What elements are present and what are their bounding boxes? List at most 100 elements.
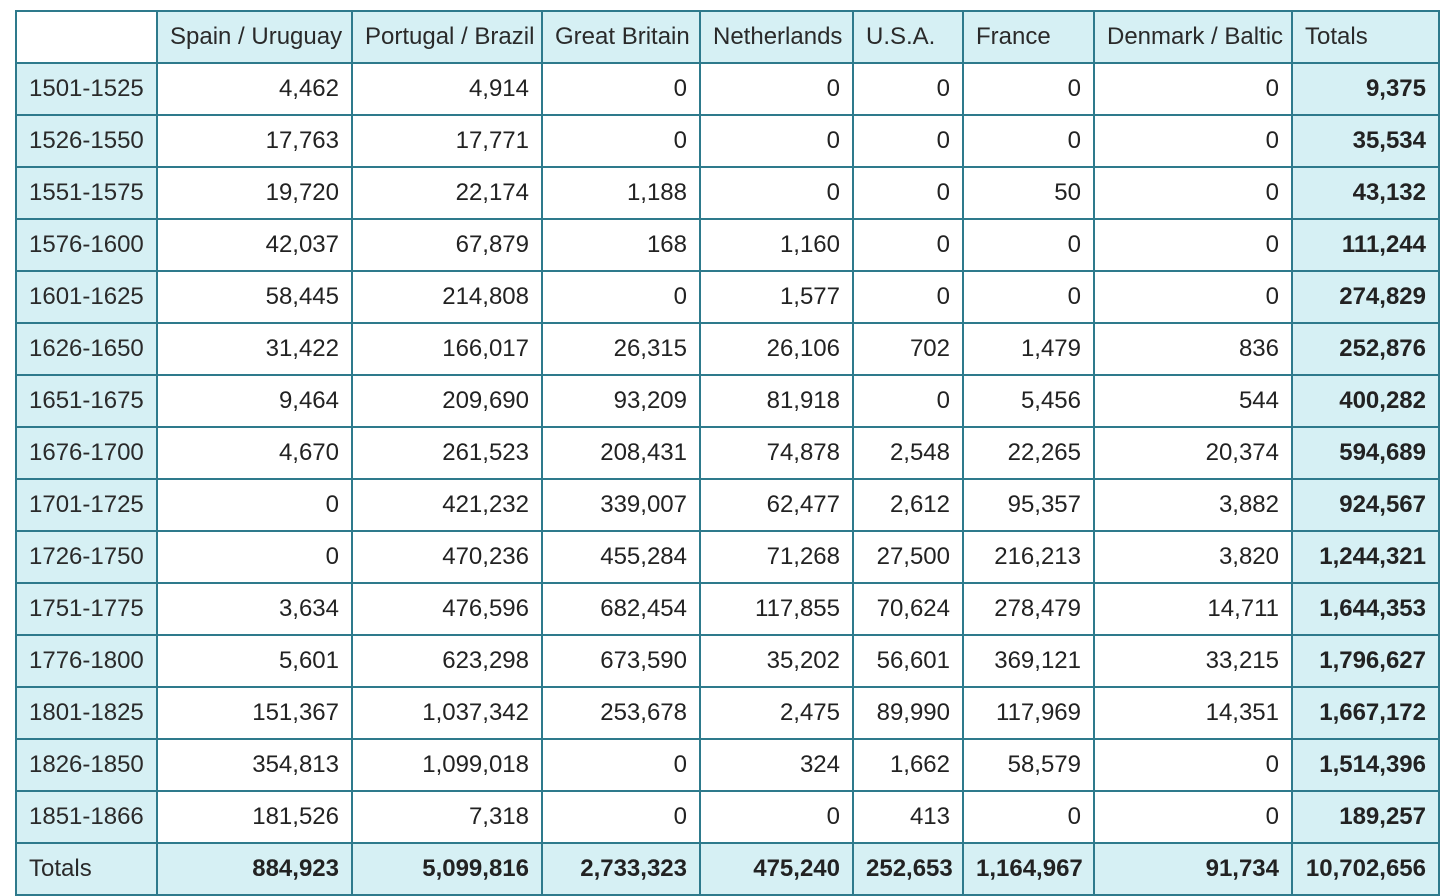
table-cell: 682,454	[541, 582, 701, 636]
table-cell: 56,601	[852, 634, 964, 688]
table-cell: 4,462	[156, 62, 353, 116]
row-total-cell: 1,244,321	[1291, 530, 1440, 584]
table-cell: 1,037,342	[351, 686, 543, 740]
table-cell: 95,357	[962, 478, 1095, 532]
table-cell: 9,464	[156, 374, 353, 428]
table-row: 1501-1525 4,462 4,914 0 0 0 0 0 9,375	[15, 62, 1440, 116]
table-cell: 278,479	[962, 582, 1095, 636]
data-table: Spain / Uruguay Portugal / Brazil Great …	[15, 10, 1440, 896]
table-cell: 369,121	[962, 634, 1095, 688]
table-cell: 42,037	[156, 218, 353, 272]
table-row: 1676-1700 4,670 261,523 208,431 74,878 2,548 2…	[15, 426, 1440, 480]
row-label: 1751-1775	[15, 582, 158, 636]
table-cell: 35,202	[699, 634, 854, 688]
table-cell: 62,477	[699, 478, 854, 532]
table-cell: 0	[962, 790, 1095, 844]
table-body: 1501-1525 4,462 4,914 0 0 0 0 0 9,375 1526-1550 17…	[15, 62, 1440, 844]
row-label: 1826-1850	[15, 738, 158, 792]
table-cell: 93,209	[541, 374, 701, 428]
table-cell: 836	[1093, 322, 1293, 376]
table-row: 1776-1800 5,601 623,298 673,590 35,202 56,601…	[15, 634, 1440, 688]
table-cell: 1,662	[852, 738, 964, 792]
column-header: Denmark / Baltic	[1093, 10, 1293, 64]
table-cell: 0	[962, 218, 1095, 272]
table-cell: 166,017	[351, 322, 543, 376]
table-cell: 26,315	[541, 322, 701, 376]
table-cell: 67,879	[351, 218, 543, 272]
table-cell: 0	[852, 62, 964, 116]
total-cell: 884,923	[156, 842, 353, 896]
table-cell: 0	[852, 270, 964, 324]
row-label: 1801-1825	[15, 686, 158, 740]
table-cell: 0	[156, 530, 353, 584]
table-cell: 0	[699, 166, 854, 220]
table-cell: 168	[541, 218, 701, 272]
table-row: 1801-1825 151,367 1,037,342 253,678 2,475 89,…	[15, 686, 1440, 740]
table-cell: 4,914	[351, 62, 543, 116]
table-cell: 27,500	[852, 530, 964, 584]
row-total-cell: 9,375	[1291, 62, 1440, 116]
table-cell: 31,422	[156, 322, 353, 376]
table-cell: 3,634	[156, 582, 353, 636]
table-cell: 2,612	[852, 478, 964, 532]
table-cell: 0	[1093, 62, 1293, 116]
table-cell: 17,771	[351, 114, 543, 168]
table-cell: 0	[1093, 218, 1293, 272]
column-header: Totals	[1291, 10, 1440, 64]
table-cell: 208,431	[541, 426, 701, 480]
table-cell: 1,577	[699, 270, 854, 324]
row-total-cell: 1,644,353	[1291, 582, 1440, 636]
table-cell: 58,579	[962, 738, 1095, 792]
table-cell: 0	[699, 114, 854, 168]
table-cell: 0	[1093, 166, 1293, 220]
table-cell: 702	[852, 322, 964, 376]
row-total-cell: 189,257	[1291, 790, 1440, 844]
table-cell: 0	[1093, 114, 1293, 168]
table-cell: 0	[541, 114, 701, 168]
row-total-cell: 1,514,396	[1291, 738, 1440, 792]
table-cell: 74,878	[699, 426, 854, 480]
table-cell: 0	[852, 114, 964, 168]
table-cell: 117,969	[962, 686, 1095, 740]
table-cell: 20,374	[1093, 426, 1293, 480]
table-cell: 1,188	[541, 166, 701, 220]
row-total-cell: 35,534	[1291, 114, 1440, 168]
table-cell: 0	[1093, 790, 1293, 844]
total-cell: 5,099,816	[351, 842, 543, 896]
table-cell: 455,284	[541, 530, 701, 584]
row-label: 1851-1866	[15, 790, 158, 844]
table-cell: 0	[852, 166, 964, 220]
table-row: 1851-1866 181,526 7,318 0 0 413 0 0 189,257	[15, 790, 1440, 844]
table-cell: 2,548	[852, 426, 964, 480]
table-cell: 0	[852, 218, 964, 272]
table-cell: 19,720	[156, 166, 353, 220]
row-label: 1526-1550	[15, 114, 158, 168]
table-cell: 216,213	[962, 530, 1095, 584]
row-label: 1726-1750	[15, 530, 158, 584]
table-cell: 22,265	[962, 426, 1095, 480]
table-cell: 5,456	[962, 374, 1095, 428]
table-cell: 0	[1093, 270, 1293, 324]
table-cell: 0	[1093, 738, 1293, 792]
table-cell: 0	[962, 270, 1095, 324]
table-row: 1651-1675 9,464 209,690 93,209 81,918 0 5,456 5…	[15, 374, 1440, 428]
table-cell: 3,882	[1093, 478, 1293, 532]
column-header: Portugal / Brazil	[351, 10, 543, 64]
column-header: Netherlands	[699, 10, 854, 64]
row-total-cell: 252,876	[1291, 322, 1440, 376]
column-header: Spain / Uruguay	[156, 10, 353, 64]
table-cell: 413	[852, 790, 964, 844]
table-cell: 0	[852, 374, 964, 428]
total-cell: 252,653	[852, 842, 964, 896]
table-cell: 1,099,018	[351, 738, 543, 792]
table-row: 1751-1775 3,634 476,596 682,454 117,855 70,62…	[15, 582, 1440, 636]
table-cell: 26,106	[699, 322, 854, 376]
total-cell: 2,733,323	[541, 842, 701, 896]
table-cell: 81,918	[699, 374, 854, 428]
column-header: U.S.A.	[852, 10, 964, 64]
row-total-cell: 594,689	[1291, 426, 1440, 480]
total-cell: 91,734	[1093, 842, 1293, 896]
total-cell: 1,164,967	[962, 842, 1095, 896]
table-cell: 470,236	[351, 530, 543, 584]
table-cell: 70,624	[852, 582, 964, 636]
